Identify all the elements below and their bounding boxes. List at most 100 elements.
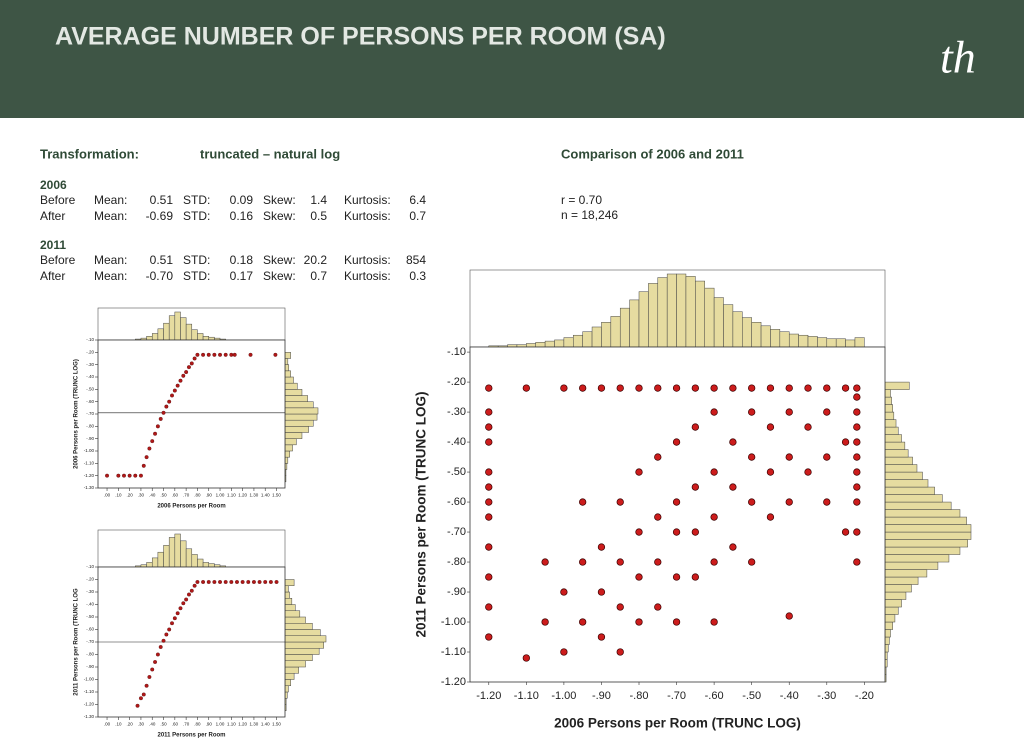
point — [122, 473, 126, 478]
histogram-bar — [535, 342, 546, 348]
point — [116, 473, 121, 478]
histogram-bar — [835, 338, 846, 348]
point — [155, 652, 160, 657]
stat-cell: Mean: — [94, 269, 127, 283]
point — [841, 528, 850, 536]
stat-cell: Before — [40, 193, 76, 207]
x-tick-label: .60 — [172, 493, 179, 498]
point — [232, 352, 237, 357]
point — [766, 468, 775, 476]
histogram-bar — [208, 563, 215, 568]
point — [172, 388, 177, 393]
y-tick-label: -.40 — [86, 374, 94, 379]
stat-cell: 0.17 — [230, 269, 254, 283]
x-tick-label: 1.50 — [272, 722, 281, 727]
point — [541, 558, 549, 566]
y-tick-label: -.80 — [447, 556, 466, 568]
header-band — [0, 0, 1024, 118]
histogram-bar — [884, 621, 893, 630]
point — [853, 393, 861, 401]
point — [184, 597, 189, 602]
histogram-bar — [151, 333, 159, 341]
histogram-bar — [197, 333, 204, 341]
histogram-bar — [884, 389, 891, 398]
x-tick-label: 1.10 — [227, 722, 236, 727]
y-axis-label: 2006 Persons per Room (TRUNC LOG) — [74, 359, 80, 469]
histogram-bar — [884, 441, 906, 450]
y-tick-label: -.70 — [86, 411, 94, 416]
point — [597, 588, 606, 596]
histogram-bar — [779, 331, 790, 348]
histogram-bar — [666, 273, 677, 348]
point — [485, 513, 493, 521]
stat-cell: Mean: — [94, 193, 127, 207]
point — [766, 513, 775, 521]
point — [170, 621, 174, 626]
x-tick-label: .90 — [206, 722, 213, 727]
point — [201, 580, 206, 584]
point — [560, 648, 568, 656]
point — [691, 573, 699, 581]
x-tick-label: -.40 — [780, 690, 799, 702]
point — [181, 373, 186, 378]
y-tick-label: -.20 — [447, 376, 466, 388]
point — [710, 384, 718, 392]
y-tick-label: -1.30 — [84, 714, 95, 719]
histogram-bar — [676, 273, 687, 348]
histogram-bar — [202, 336, 209, 341]
histogram-bar — [817, 337, 828, 348]
x-tick-label: .70 — [183, 493, 190, 498]
histogram-bar — [884, 591, 907, 600]
point — [635, 618, 643, 626]
point — [273, 352, 278, 357]
point — [485, 384, 493, 392]
point — [161, 410, 166, 415]
histogram-bar — [807, 336, 818, 348]
histogram-bar — [208, 336, 215, 341]
histogram-bar — [884, 419, 897, 428]
stat-cell: After — [40, 269, 65, 283]
stat-cell: 0.7 — [409, 209, 426, 223]
histogram-bar — [638, 291, 649, 348]
histogram-bar — [284, 456, 289, 464]
x-tick-label: 1.30 — [250, 493, 259, 498]
point — [823, 498, 831, 506]
point — [579, 558, 587, 566]
point — [541, 618, 549, 626]
stat-cell: Kurtosis: — [344, 193, 391, 207]
point — [164, 404, 169, 409]
point — [175, 383, 180, 388]
histogram-bar — [157, 551, 164, 568]
point — [748, 408, 756, 416]
point — [672, 573, 681, 581]
histogram-bar — [284, 376, 294, 384]
point — [223, 352, 228, 357]
comparison-title: Comparison of 2006 and 2011 — [561, 146, 744, 161]
histogram-bar — [168, 537, 176, 568]
x-tick-label: .80 — [194, 722, 201, 727]
histogram-bar — [284, 679, 291, 686]
histogram-bar — [884, 479, 929, 488]
point — [654, 513, 662, 521]
point — [141, 692, 146, 697]
y-tick-label: -.10 — [447, 346, 466, 358]
histogram-bar — [284, 401, 314, 409]
x-axis-label: 2006 Persons per Room (TRUNC LOG) — [554, 716, 801, 731]
x-tick-label: -.70 — [667, 690, 686, 702]
point — [853, 438, 861, 446]
x-tick-label: .00 — [104, 722, 111, 727]
y-tick-label: -.50 — [447, 466, 466, 478]
histogram-bar — [284, 413, 318, 421]
point — [181, 601, 186, 606]
stat-cell: STD: — [183, 269, 210, 283]
x-tick-label: -.90 — [592, 690, 611, 702]
histogram-bar — [284, 641, 324, 649]
x-tick-label: .20 — [127, 722, 134, 727]
y-tick-label: -1.20 — [84, 473, 95, 478]
y-tick-label: -.50 — [86, 614, 94, 619]
histogram-bar — [884, 569, 928, 578]
y-tick-label: -1.00 — [441, 616, 466, 628]
histogram-bar — [884, 539, 968, 548]
histogram-bar — [884, 584, 912, 593]
histogram-bar — [884, 411, 895, 420]
